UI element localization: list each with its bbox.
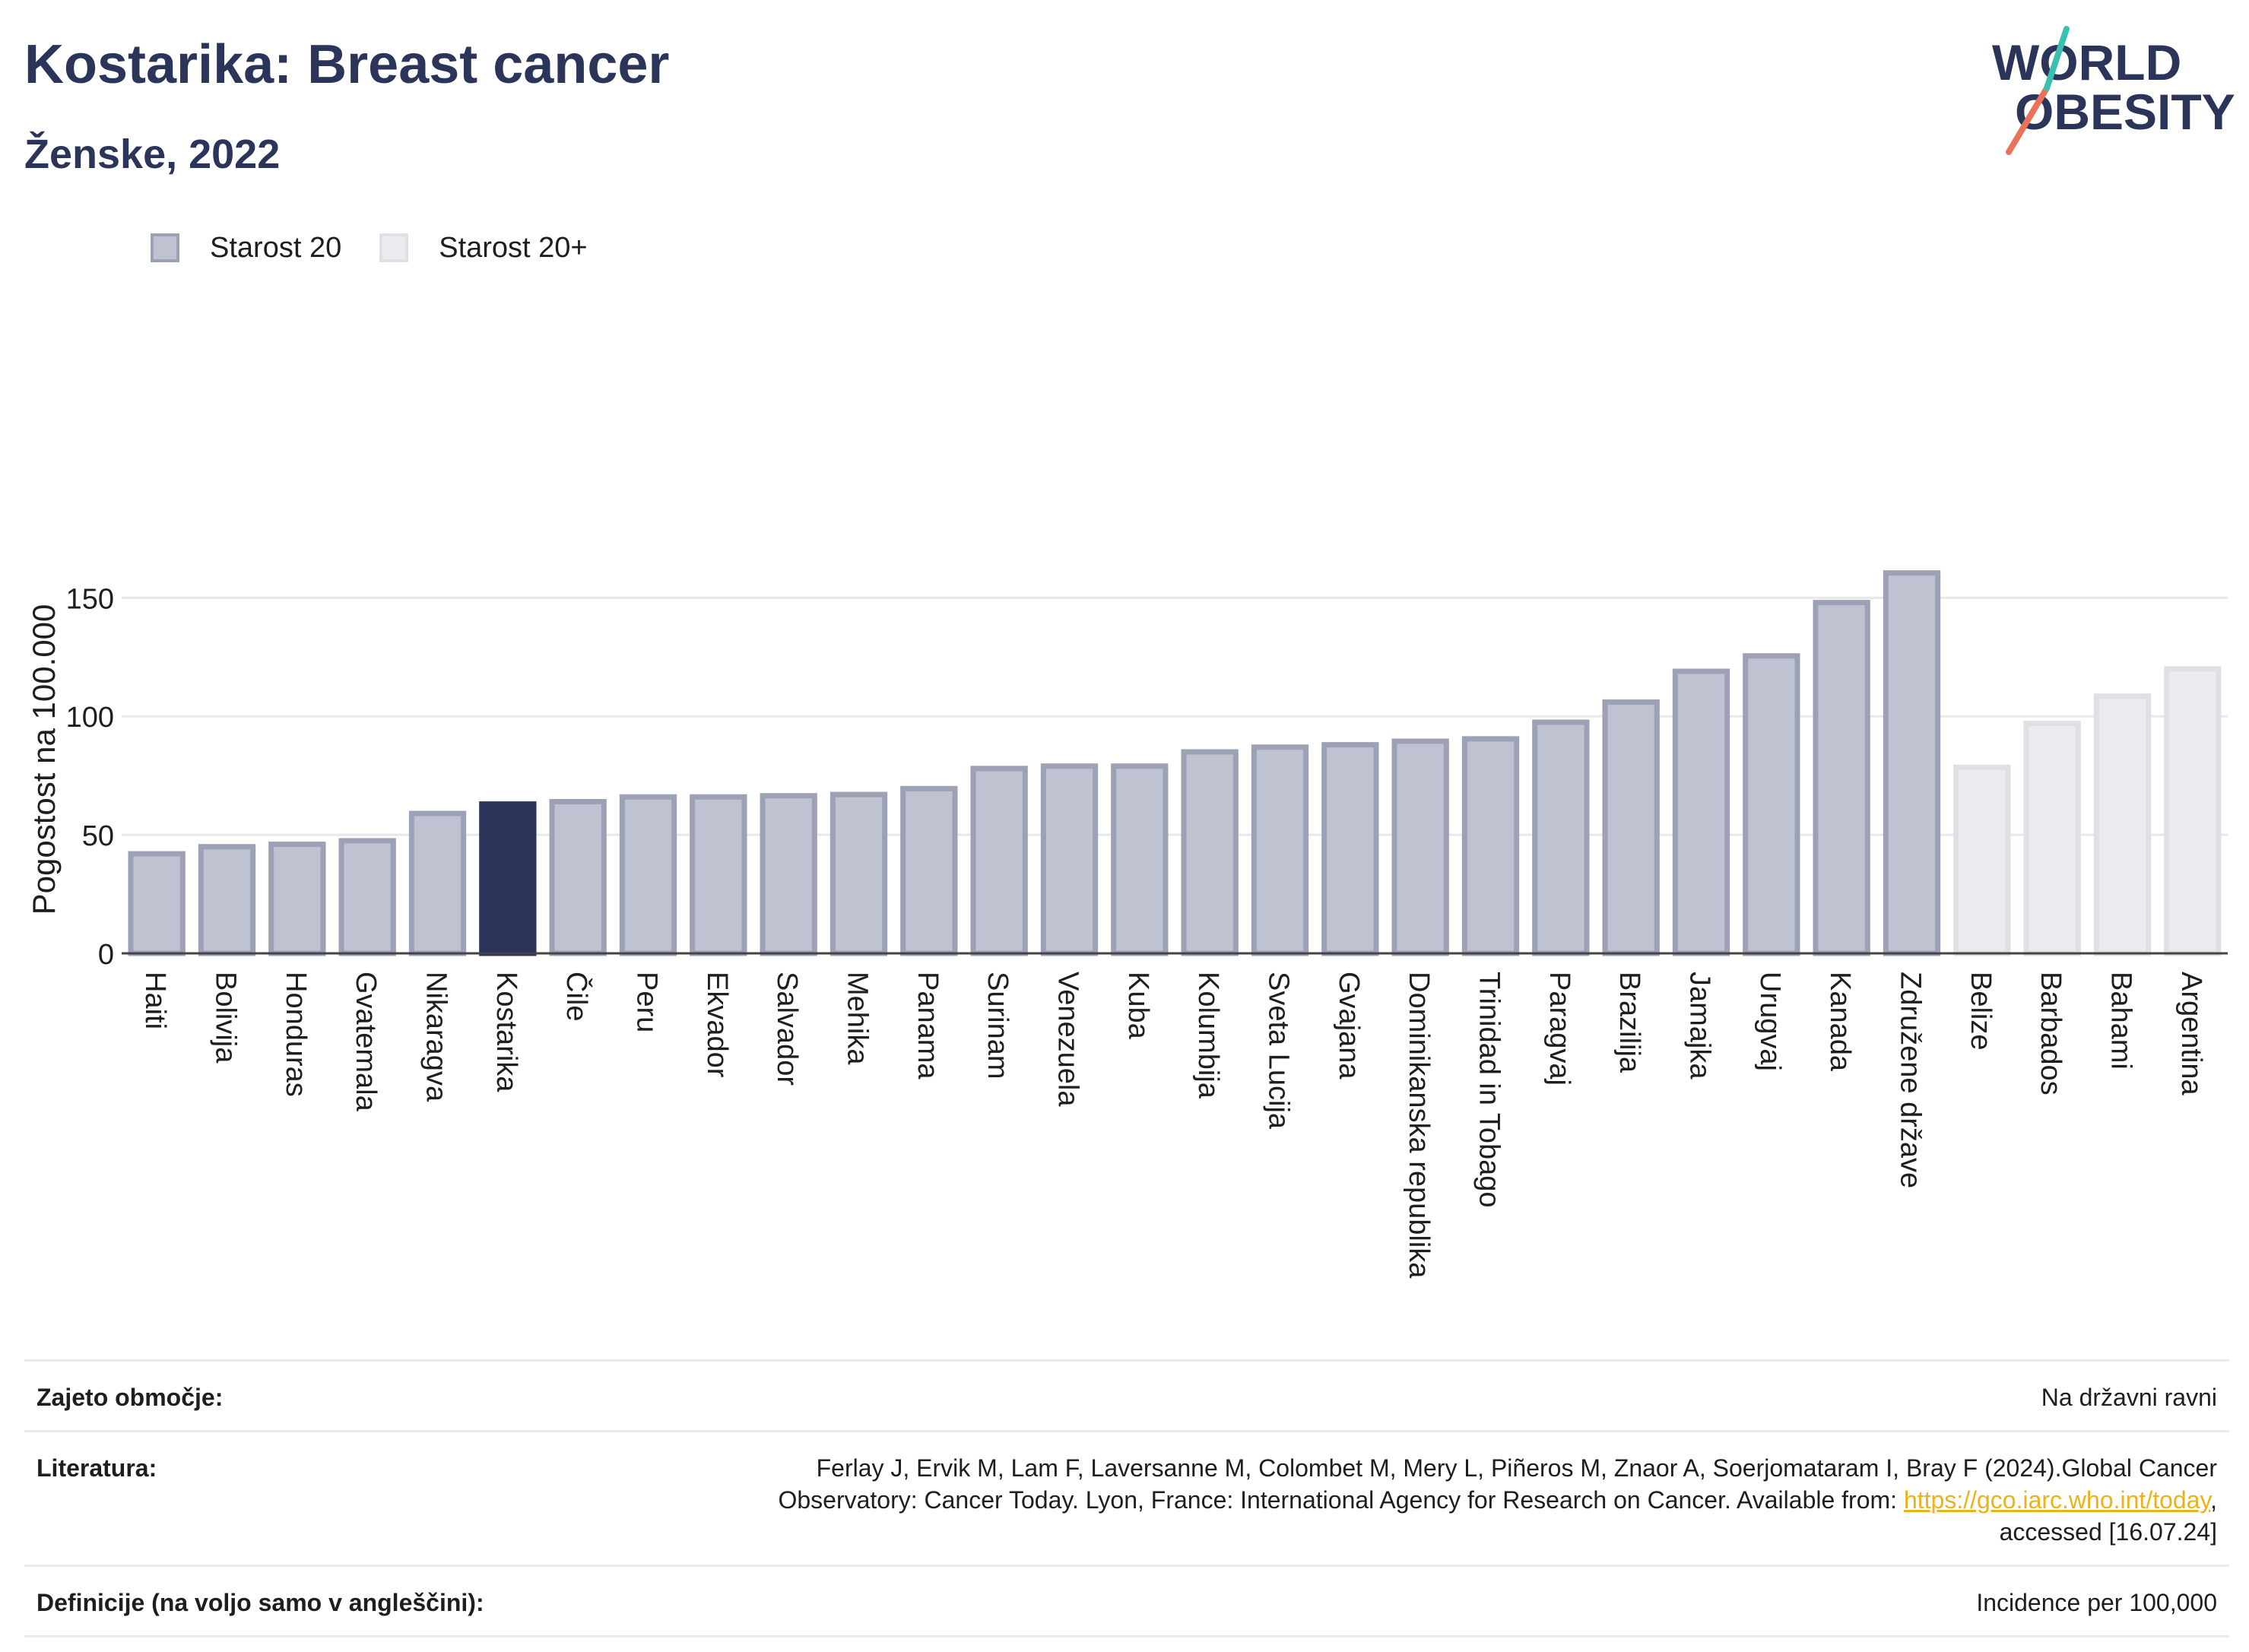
legend-item-age20[interactable]: Starost 20 xyxy=(151,232,341,265)
bar-barbados xyxy=(2023,721,2081,956)
logo-word-world: WORLD xyxy=(1992,34,2181,90)
x-tick-label: Nikaragva xyxy=(420,972,452,1102)
y-tick-label-150: 150 xyxy=(66,583,114,615)
x-tick-label: Kanada xyxy=(1824,972,1856,1072)
bar-honduras xyxy=(268,842,326,956)
literature-value: Ferlay J, Ervik M, Lam F, Laversanne M, … xyxy=(778,1452,2229,1548)
x-tick-label: Haiti xyxy=(139,972,171,1029)
bar-belize xyxy=(1953,764,2011,956)
bar-mehika xyxy=(829,791,888,956)
x-tick-label: Bolivija xyxy=(210,972,242,1064)
bar-panama xyxy=(900,785,958,956)
bar-brazilija xyxy=(1602,699,1660,956)
bar-kostarika xyxy=(479,801,537,956)
bar-kanada xyxy=(1813,600,1870,956)
footer-row-definitions: Definicije (na voljo samo v angleščini):… xyxy=(24,1565,2229,1638)
definitions-label: Definicije (na voljo samo v angleščini): xyxy=(36,1589,484,1616)
footer-row-literature: Literatura: Ferlay J, Ervik M, Lam F, La… xyxy=(24,1430,2229,1565)
x-tick-label: Trinidad in Tobago xyxy=(1473,972,1505,1208)
x-tick-label: Belize xyxy=(1965,972,1997,1051)
x-tick-label: Venezuela xyxy=(1052,972,1084,1107)
coverage-value: Na državni ravni xyxy=(2041,1384,2217,1411)
legend-item-age20plus[interactable]: Starost 20+ xyxy=(379,231,588,265)
bar-paragvaj xyxy=(1532,719,1590,956)
x-tick-label: Čile xyxy=(560,972,594,1021)
x-tick-label: Bahami xyxy=(2105,972,2137,1070)
definitions-value: Incidence per 100,000 xyxy=(1976,1589,2217,1616)
bar-gvajana xyxy=(1321,742,1379,956)
bar-urugvaj xyxy=(1743,653,1800,956)
x-tick-label: Honduras xyxy=(280,972,312,1097)
logo-slash-orange xyxy=(2006,85,2050,155)
x-tick-label: Urugvaj xyxy=(1754,972,1786,1071)
bar-zdru-ene-dr-ave xyxy=(1883,570,1941,956)
literature-line1: Ferlay J, Ervik M, Lam F, Laversanne M, … xyxy=(816,1454,2217,1482)
bar-venezuela xyxy=(1040,763,1099,956)
x-tick-label: Argentina xyxy=(2175,972,2207,1096)
bar-sveta-lucija xyxy=(1251,744,1309,956)
bar-nikaragva xyxy=(408,810,467,956)
bar-argentina xyxy=(2164,666,2222,956)
legend: Starost 20 Starost 20+ xyxy=(151,225,626,271)
bar-kuba xyxy=(1111,763,1169,956)
bar-kolumbija xyxy=(1181,749,1239,956)
x-tick-label: Dominikanska republika xyxy=(1403,972,1435,1279)
bar-gvatemala xyxy=(338,838,396,956)
x-tick-label: Kolumbija xyxy=(1192,972,1224,1099)
x-tick-label: Paragvaj xyxy=(1543,972,1575,1086)
bar-dominikanska-republika xyxy=(1391,738,1449,956)
logo-word-obesity: OBESITY xyxy=(2015,84,2235,140)
x-tick-label: Združene države xyxy=(1895,972,1927,1188)
y-tick-label-0: 0 xyxy=(98,939,114,971)
legend-label-age20: Starost 20 xyxy=(210,231,342,264)
legend-swatch-age20plus xyxy=(379,233,409,262)
x-tick-label: Barbados xyxy=(2035,972,2067,1096)
x-tick-label: Ekvador xyxy=(701,972,733,1078)
literature-link[interactable]: https://gco.iarc.who.int/today xyxy=(1903,1486,2211,1514)
bar-bahami xyxy=(2093,693,2152,956)
legend-label-age20plus: Starost 20+ xyxy=(439,231,588,264)
legend-swatch-age20 xyxy=(151,233,179,262)
bar-jamajka xyxy=(1672,668,1730,956)
x-tick-label: Mehika xyxy=(842,972,874,1065)
x-tick-label: Panama xyxy=(912,972,944,1080)
literature-line2: Observatory: Cancer Today. Lyon, France:… xyxy=(778,1486,1904,1514)
y-tick-label-100: 100 xyxy=(66,702,114,734)
bar-trinidad-in-tobago xyxy=(1461,736,1520,956)
bar-surinam xyxy=(970,766,1028,956)
bar-peru xyxy=(619,794,677,956)
x-tick-label: Surinam xyxy=(982,972,1013,1080)
literature-line3: accessed [16.07.24] xyxy=(1999,1518,2217,1546)
bar-haiti xyxy=(128,851,186,956)
y-tick-label-50: 50 xyxy=(82,820,114,852)
bar-ekvador xyxy=(690,794,747,956)
footer-row-coverage: Zajeto območje: Na državni ravni xyxy=(24,1359,2229,1430)
x-tick-label: Kostarika xyxy=(490,972,522,1092)
x-tick-label: Jamajka xyxy=(1684,972,1716,1080)
bar-salvador xyxy=(760,793,817,956)
logo-slash-teal xyxy=(2044,26,2070,91)
x-tick-label: Brazilija xyxy=(1613,972,1645,1073)
x-tick-label: Salvador xyxy=(771,972,803,1086)
x-tick-label: Gvatemala xyxy=(350,972,382,1112)
world-obesity-logo: WORLD OBESITY xyxy=(1992,26,2235,155)
footer-table: Zajeto območje: Na državni ravni Literat… xyxy=(24,1359,2229,1638)
bar--ile xyxy=(549,798,607,956)
literature-label: Literatura: xyxy=(36,1454,157,1482)
literature-line2-post: , xyxy=(2210,1486,2217,1514)
x-tick-label: Sveta Lucija xyxy=(1263,972,1295,1130)
chart-title: Kostarika: Breast cancer xyxy=(24,34,670,95)
x-tick-label: Peru xyxy=(631,972,663,1032)
x-tick-label: Gvajana xyxy=(1333,972,1365,1080)
y-axis-label: Pogostost na 100.000 xyxy=(26,604,62,915)
coverage-label: Zajeto območje: xyxy=(36,1384,224,1411)
bar-bolivija xyxy=(198,844,256,956)
chart-subtitle: Ženske, 2022 xyxy=(24,132,281,177)
x-tick-label: Kuba xyxy=(1122,972,1154,1040)
